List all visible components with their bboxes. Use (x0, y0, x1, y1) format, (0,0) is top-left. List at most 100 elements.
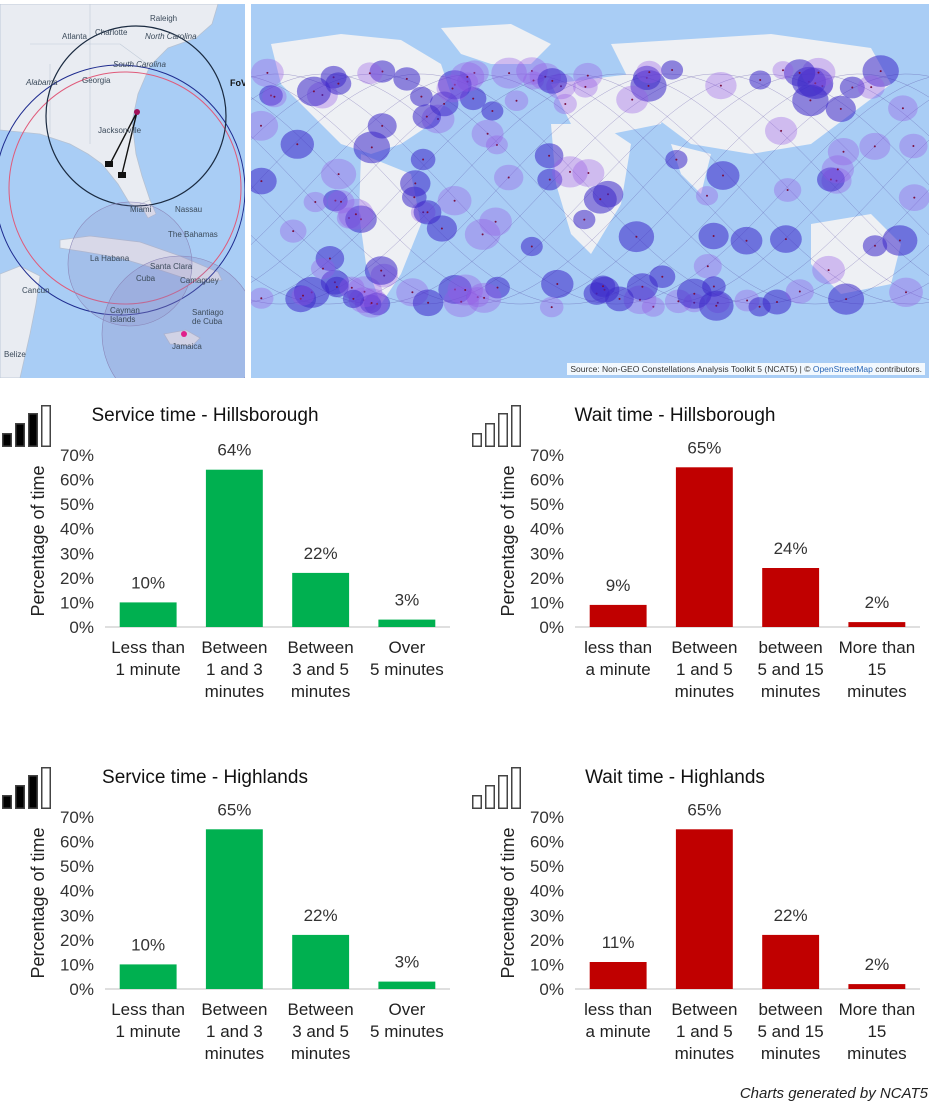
satellite-dot (314, 201, 317, 203)
satellite-dot (784, 238, 787, 241)
data-label: 22% (304, 906, 338, 925)
satellite-dot (618, 297, 621, 300)
signal-bar (15, 423, 25, 447)
satellite-dot (370, 302, 373, 304)
y-tick-label: 10% (60, 955, 94, 974)
chart-title: Service time - Highlands (102, 767, 308, 788)
satellite-footprint (251, 167, 277, 195)
y-tick-label: 20% (60, 931, 94, 950)
signal-bar (41, 767, 51, 809)
satellite-dot (870, 86, 873, 89)
map-label: Camaguey (180, 276, 219, 285)
map-label: Cayman Islands (110, 306, 140, 324)
satellite-dot (260, 297, 263, 300)
satellite-dot (652, 305, 655, 308)
y-tick-label: 60% (530, 833, 564, 852)
bar-chart-svg: 0% 10% 20% 30% 40% 50% 60% 70% Percentage of tim… (498, 800, 920, 1063)
map-label: Jamaica (172, 342, 202, 351)
satellite-dot (641, 285, 644, 288)
satellite-dot (260, 124, 262, 127)
satellite-dot (873, 145, 876, 148)
chart-title: Wait time - Highlands (585, 767, 765, 788)
world-map-canvas (251, 24, 929, 378)
satellite-footprints (251, 55, 929, 321)
satellite-dot (746, 299, 749, 302)
orbit-track (251, 73, 929, 305)
satellite-dot (759, 79, 762, 81)
y-tick-label: 50% (530, 857, 564, 876)
satellite-dot (481, 233, 484, 236)
satellite-dot (587, 172, 590, 174)
map-label: Raleigh (150, 14, 178, 23)
y-axis-label: Percentage of time (28, 465, 48, 616)
bar-chart-svg: 0% 10% 20% 30% 40% 50% 60% 70% Percentage of tim… (28, 800, 450, 1063)
satellite-dot (719, 84, 722, 87)
source-text: Source: Non-GEO Constellations Analysis … (570, 364, 813, 374)
satellite-dot (312, 90, 315, 93)
chart-title: Wait time - Hillsborough (574, 405, 776, 426)
satellite-dot (460, 300, 463, 303)
data-label: 9% (606, 576, 631, 595)
satellite-dot (602, 285, 604, 288)
y-tick-label: 0% (539, 980, 564, 999)
bar (589, 604, 647, 627)
satellite-dot (548, 154, 551, 157)
satellite-dot (426, 211, 429, 214)
y-tick-label: 70% (60, 446, 94, 465)
satellite-dot (798, 71, 801, 74)
y-tick-label: 0% (69, 980, 94, 999)
x-tick-label: Between 1 and 5 minutes (671, 1000, 737, 1063)
satellite-dot (381, 70, 384, 73)
satellite-dot (495, 143, 498, 146)
chart-wait-highlands: Wait time - Highlands 0% 10% 20% 30% 40% 50% 6… (470, 767, 920, 1067)
signal-strength-icon (472, 767, 521, 809)
bar (119, 964, 177, 989)
satellite-dot (530, 70, 533, 72)
satellite-dot (851, 86, 854, 89)
satellite-dot (706, 265, 709, 268)
satellite-dot (453, 83, 456, 86)
satellite-dot (758, 305, 761, 308)
satellite-dot (912, 145, 915, 147)
satellite-dot (299, 297, 302, 300)
y-tick-label: 60% (60, 471, 94, 490)
data-label: 2% (865, 955, 890, 974)
bar (378, 981, 436, 989)
orbit-track (251, 73, 929, 305)
openstreetmap-link[interactable]: OpenStreetMap (812, 364, 873, 374)
satellite-dot (266, 71, 269, 74)
satellite-footprint (251, 110, 279, 141)
satellite-dot (715, 304, 718, 307)
x-tick-label: Between 1 and 3 minutes (201, 638, 267, 701)
satellite-dot (350, 286, 353, 289)
y-tick-label: 70% (60, 808, 94, 827)
bar (762, 568, 820, 627)
satellite-dot (302, 294, 304, 297)
satellite-dot (631, 98, 634, 101)
bar (119, 602, 177, 627)
satellite-dot (273, 95, 276, 98)
satellite-dot (842, 150, 845, 153)
x-tick-label: Between 1 and 3 minutes (201, 1000, 267, 1063)
satellite-dot (782, 69, 784, 72)
satellite-dot (532, 79, 535, 82)
bar (848, 984, 906, 989)
map-label: North Carolina (145, 32, 197, 41)
satellite-dot (451, 87, 454, 90)
signal-bar (498, 775, 508, 809)
x-tick-label: between 5 and 15 minutes (758, 638, 824, 701)
satellite-dot (901, 107, 904, 110)
y-tick-label: 30% (60, 906, 94, 925)
satellite-dot (414, 182, 417, 185)
orbit-track (251, 73, 929, 305)
data-label: 22% (304, 544, 338, 563)
satellite-dot (486, 132, 489, 135)
satellite-dot (420, 95, 423, 98)
satellite-dot (913, 196, 916, 199)
y-tick-label: 40% (60, 520, 94, 539)
signal-bar (28, 775, 38, 809)
data-label: 65% (217, 800, 251, 819)
bar (292, 572, 350, 627)
satellite-dot (827, 269, 830, 272)
satellite-dot (829, 178, 832, 181)
